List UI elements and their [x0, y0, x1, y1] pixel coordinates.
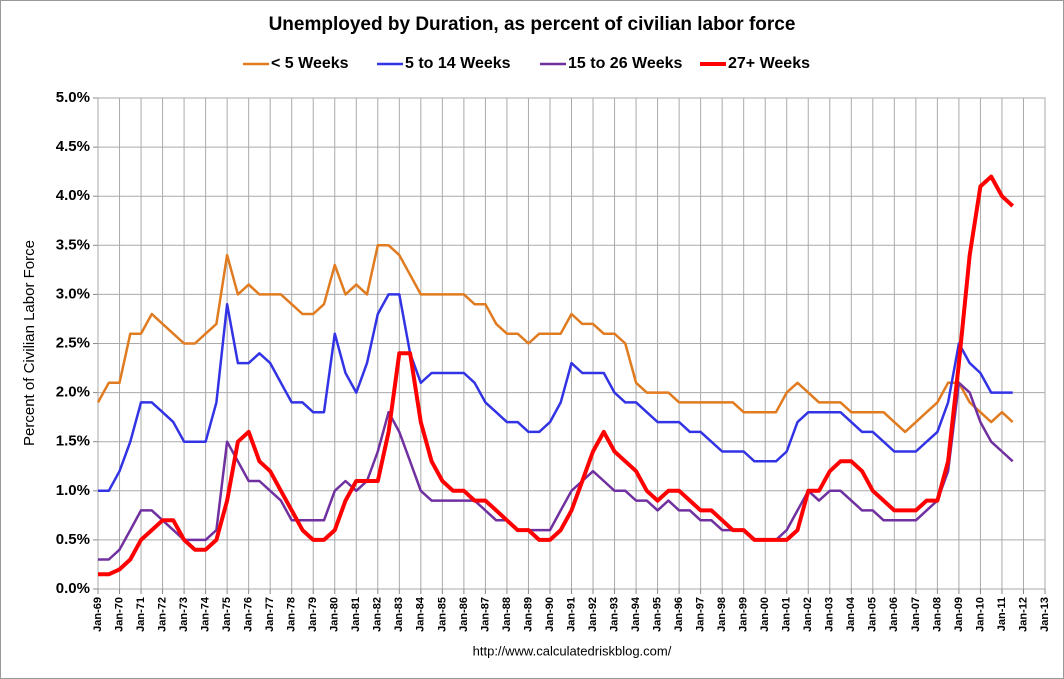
line: [98, 293, 1013, 493]
x-tick-label: Jan-07: [910, 597, 922, 632]
x-tick-label: Jan-73: [178, 597, 190, 632]
x-tick-label: Jan-91: [565, 597, 577, 632]
x-tick-label: Jan-75: [221, 597, 233, 632]
x-tick-label: Jan-79: [307, 597, 319, 632]
x-tick-label: Jan-02: [802, 597, 814, 632]
x-tick-label: Jan-97: [695, 597, 707, 632]
line: [98, 381, 1014, 561]
x-tick-label: Jan-00: [759, 597, 771, 632]
x-tick-label: Jan-77: [264, 597, 276, 632]
x-tick-label: Jan-95: [651, 597, 663, 632]
x-tick-label: Jan-71: [135, 597, 147, 632]
x-tick-label: Jan-12: [1017, 597, 1029, 632]
x-tick-label: Jan-69: [92, 597, 104, 632]
x-tick-label: Jan-96: [673, 597, 685, 632]
x-tick-label: Jan-84: [415, 596, 427, 632]
y-tick-label: 0.5%: [56, 531, 90, 548]
y-tick-label: 3.0%: [56, 285, 90, 302]
x-tick-label: Jan-11: [996, 597, 1008, 631]
y-tick-label: 1.0%: [56, 482, 90, 499]
x-tick-label: Jan-80: [329, 597, 341, 632]
x-tick-label: Jan-76: [243, 597, 255, 632]
chart-title: Unemployed by Duration, as percent of ci…: [269, 14, 796, 35]
y-tick-label: 2.0%: [56, 384, 90, 401]
x-tick-label: Jan-08: [931, 597, 943, 632]
y-tick-label: 4.5%: [56, 138, 90, 155]
x-tick-label: Jan-13: [1039, 597, 1051, 632]
x-tick-label: Jan-83: [393, 597, 405, 632]
source: http://www.calculatedriskblog.com/: [473, 643, 672, 658]
x-tick-label: Jan-86: [458, 597, 470, 632]
x-tick-label: Jan-99: [738, 597, 750, 632]
x-tick-label: Jan-85: [436, 597, 448, 632]
legend-label: 15 to 26 Weeks: [568, 55, 683, 72]
line: [96, 244, 1014, 434]
y-axis-label: Percent of Civilian Labor Force: [21, 240, 38, 446]
x-tick-label: Jan-09: [953, 597, 965, 632]
y-tick-label: 1.5%: [56, 433, 90, 450]
y-tick-label: 3.5%: [56, 236, 90, 253]
legend-label: 27+ Weeks: [728, 55, 810, 72]
x-tick-label: Jan-74: [200, 596, 212, 632]
x-tick-label: Jan-90: [544, 597, 556, 632]
x-tick-label: Jan-98: [716, 597, 728, 632]
x-tick-label: Jan-92: [587, 597, 599, 632]
y-tick-label: 4.0%: [56, 187, 90, 204]
legend-label: < 5 Weeks: [271, 55, 349, 72]
x-tick-label: Jan-88: [501, 597, 513, 632]
x-tick-label: Jan-70: [113, 597, 125, 632]
y-tick-label: 2.5%: [56, 334, 90, 351]
x-tick-label: Jan-05: [867, 597, 879, 632]
legend-label: 5 to 14 Weeks: [405, 55, 511, 72]
x-tick-label: Jan-89: [522, 597, 534, 632]
x-tick-label: Jan-81: [350, 597, 362, 632]
line: [98, 174, 1015, 577]
y-tick-label: 0.0%: [56, 580, 90, 597]
x-tick-label: Jan-87: [479, 597, 491, 632]
y-tick-label: 5.0%: [56, 89, 90, 106]
x-tick-label: Jan-06: [888, 597, 900, 632]
x-tick-label: Jan-03: [824, 597, 836, 632]
x-tick-label: Jan-04: [845, 596, 857, 632]
x-tick-label: Jan-82: [372, 597, 384, 632]
x-tick-label: Jan-78: [286, 597, 298, 632]
x-tick-label: Jan-72: [156, 597, 168, 632]
x-tick-label: Jan-10: [974, 597, 986, 632]
x-tick-label: Jan-01: [781, 597, 793, 632]
x-tick-label: Jan-94: [630, 596, 642, 632]
x-tick-label: Jan-93: [608, 597, 620, 632]
